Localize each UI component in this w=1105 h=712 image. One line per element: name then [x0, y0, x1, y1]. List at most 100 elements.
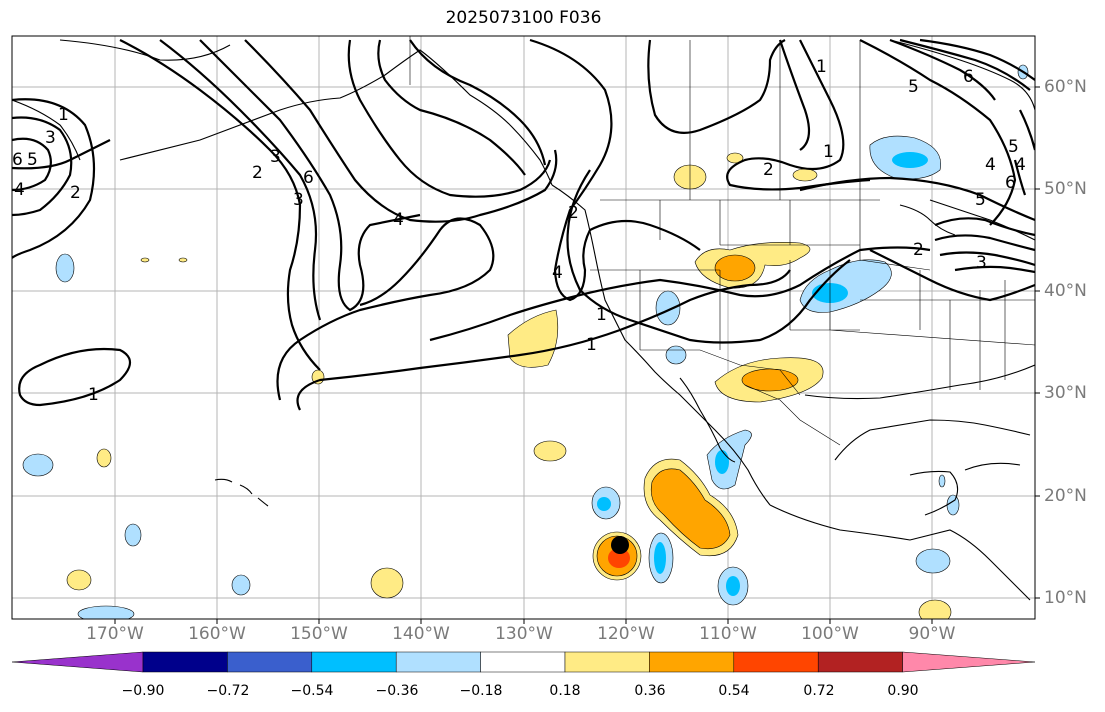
lat-label-10n: 10°N [1044, 588, 1087, 608]
fill-negative-patch [655, 290, 681, 326]
contour-line [12, 137, 52, 192]
colorbar-swatch [649, 651, 735, 673]
colorbar [11, 651, 1036, 673]
colorbar-extend-low [11, 651, 144, 673]
fill-negative-core [715, 450, 729, 474]
fill-positive-patch [918, 599, 952, 619]
contour-label: 4 [1015, 155, 1026, 175]
colorbar-tick-label: −0.90 [121, 683, 165, 699]
colorbar-swatch [733, 651, 819, 673]
colorbar-swatch [227, 651, 313, 673]
contour-line [859, 39, 1017, 226]
fill-negative-patch [946, 494, 960, 516]
contour-label: 1 [88, 385, 99, 405]
colorbar-swatch [142, 651, 228, 673]
colorbar-swatch [480, 651, 566, 673]
contour-label: 6 [303, 168, 314, 188]
tick-marks [114, 86, 1040, 624]
contour-label: 5 [908, 77, 919, 97]
colorbar-swatch [817, 651, 903, 673]
border-states [590, 200, 1035, 390]
colorbar-tick-label: −0.18 [459, 683, 503, 699]
fill-positive-patch [178, 257, 188, 263]
fill-negative-patch [77, 605, 135, 619]
colorbar-tick-label: −0.54 [290, 683, 334, 699]
contour-label: 5 [975, 190, 986, 210]
contour-line [159, 39, 322, 321]
fill-positive-patch [140, 257, 150, 263]
border-mexico-states [744, 384, 841, 446]
contour-label: 4 [393, 210, 404, 230]
contour-line [778, 39, 811, 151]
contour-line [1013, 159, 1027, 196]
colorbar-swatch [311, 651, 397, 673]
coastline-great-lakes [899, 204, 956, 236]
lat-label-60n: 60°N [1044, 77, 1087, 97]
lat-label-50n: 50°N [1044, 179, 1087, 199]
fill-negative-patch [938, 474, 946, 488]
fill-positive-patch [96, 448, 112, 468]
coastline-alaska-north [59, 39, 231, 61]
fill-positive-patch [66, 569, 92, 591]
contour-label: 6 [1005, 173, 1016, 193]
contour-line [409, 39, 547, 166]
tropical-cyclone-marker [611, 536, 629, 554]
contour-label: 3 [270, 147, 281, 167]
contour-line [934, 217, 1035, 237]
contour-label: 1 [596, 305, 607, 325]
lon-label-140w: 140°W [392, 624, 450, 644]
lat-label-30n: 30°N [1044, 383, 1087, 403]
fill-negative-patch [124, 523, 142, 547]
fill-negative-patch [55, 253, 75, 283]
fill-positive-core [714, 254, 756, 282]
contour-line [939, 251, 1035, 267]
fill-negative-core [654, 542, 666, 574]
contour-line [647, 39, 786, 134]
colorbar-tick-label: 0.36 [634, 683, 666, 699]
contour-label-group: 1 3 6 5 4 2 1 2 3 6 3 4 2 1 1 1 4 2 1 5 … [12, 57, 1026, 405]
contour-label: 4 [985, 155, 996, 175]
coastline-hawaii [214, 478, 269, 507]
contour-label: 1 [58, 105, 69, 125]
coastline-hudson [889, 39, 1035, 111]
contour-line [276, 217, 495, 401]
lat-label-40n: 40°N [1044, 281, 1087, 301]
coastline-alaska [119, 49, 553, 186]
fill-negative-patch [915, 548, 951, 574]
colorbar-tick-label: 0.18 [549, 683, 581, 699]
colorbar-tick-label: −0.72 [206, 683, 250, 699]
coastline-east-canada [929, 199, 1035, 241]
contour-line [347, 39, 552, 198]
contour-label: 2 [913, 240, 924, 260]
colorbar-extend-high [902, 651, 1036, 673]
contour-line [889, 38, 996, 101]
fill-positive-patch [370, 567, 404, 599]
political-borders [409, 36, 1035, 446]
contour-lines [12, 38, 1035, 411]
contour-line [899, 38, 1031, 91]
contour-line [199, 39, 421, 312]
lon-label-100w: 100°W [801, 624, 859, 644]
contour-line [954, 265, 1035, 274]
fill-negative-core [892, 152, 928, 168]
contour-label: 6 [963, 67, 974, 87]
lon-label-130w: 130°W [495, 624, 553, 644]
contour-line [296, 269, 791, 411]
contour-line [566, 169, 851, 344]
lat-label-20n: 20°N [1044, 486, 1087, 506]
coastline-kamchatka [12, 99, 81, 161]
anomaly-fills [22, 64, 1029, 619]
border-canada-provinces [689, 40, 861, 200]
contour-label: 5 [27, 150, 38, 170]
contour-label: 2 [763, 160, 774, 180]
contour-label: 4 [14, 180, 25, 200]
lon-label-170w: 170°W [86, 624, 144, 644]
contour-label: 3 [293, 190, 304, 210]
fill-positive-core [741, 368, 799, 392]
lon-label-120w: 120°W [597, 624, 655, 644]
lon-label-150w: 150°W [290, 624, 348, 644]
contour-line [934, 234, 1035, 252]
coastline-cuba [964, 462, 1021, 471]
contour-line [919, 38, 1035, 81]
